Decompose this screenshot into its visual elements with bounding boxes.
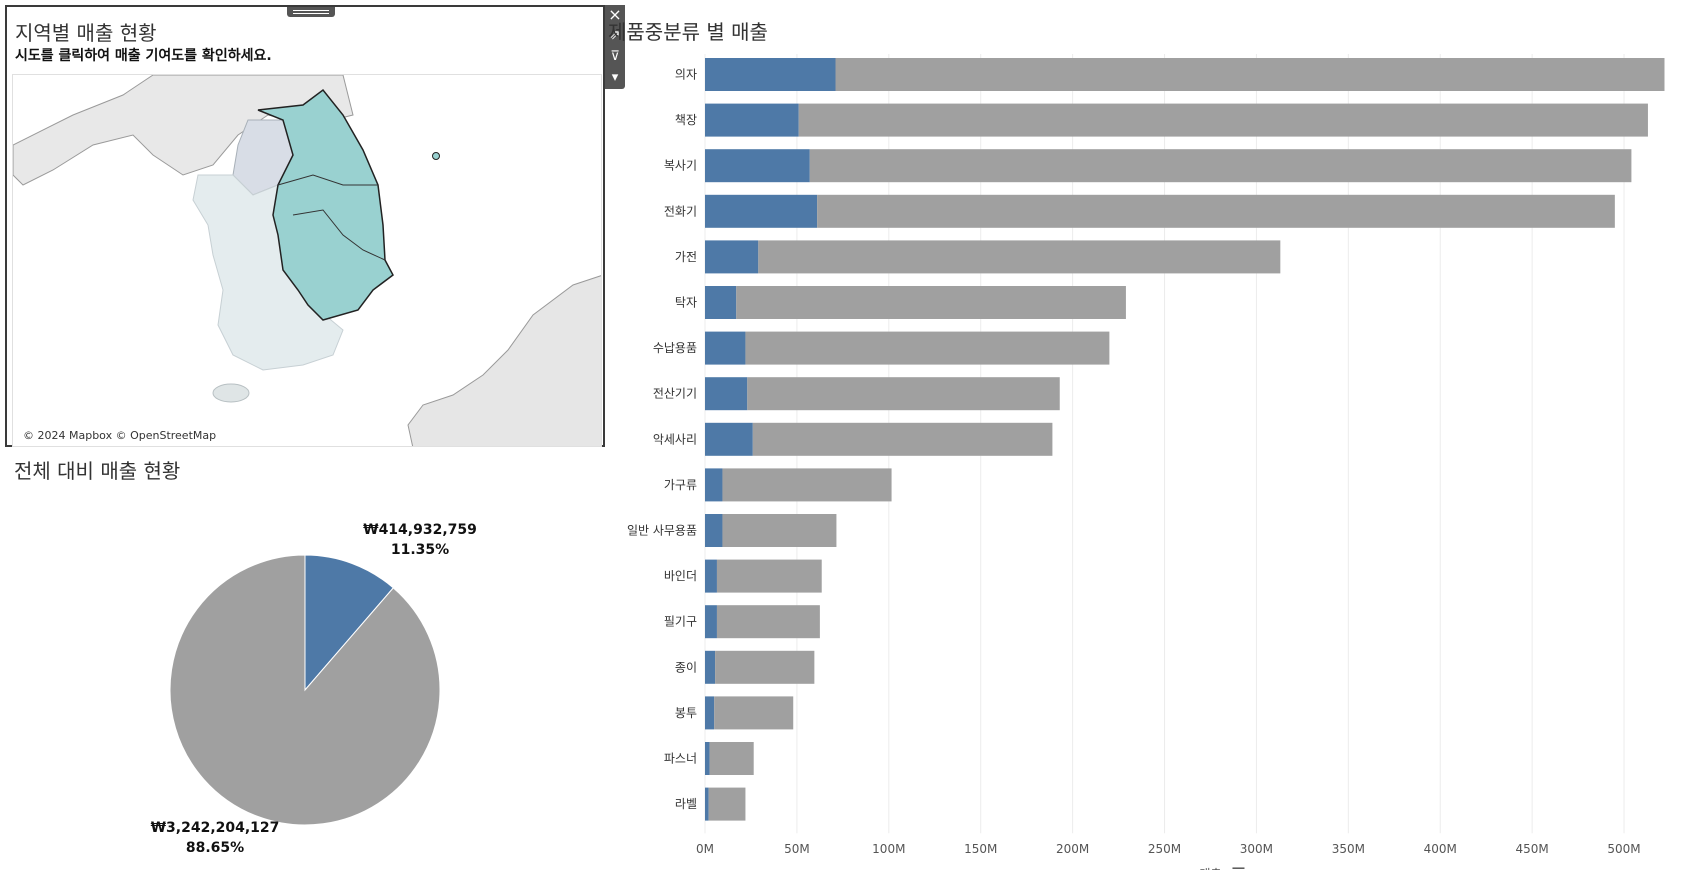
category-label: 복사기: [664, 159, 697, 173]
pie-label-rest: ₩3,242,204,127 88.65%: [145, 818, 285, 858]
category-label: 가전: [675, 250, 697, 264]
close-icon[interactable]: ×: [608, 5, 622, 24]
category-label: 전산기기: [653, 387, 697, 401]
map-panel[interactable]: 지역별 매출 현황 시도를 클릭하여 매출 기여도를 확인하세요. © 2024…: [5, 5, 605, 447]
bar-selected-의자[interactable]: [705, 58, 836, 91]
bar-rest-탁자[interactable]: [736, 286, 1126, 319]
x-tick-label: 400M: [1424, 842, 1457, 856]
x-tick-label: 350M: [1332, 842, 1365, 856]
bar-rest-라벨[interactable]: [708, 787, 746, 821]
bar-selected-필기구[interactable]: [705, 605, 717, 639]
bar-rest-악세사리[interactable]: [752, 422, 1053, 456]
pie-slice-rest[interactable]: [169, 554, 441, 826]
category-label: 바인더: [664, 569, 697, 583]
bar-rest-일반 사무용품[interactable]: [722, 514, 837, 547]
x-tick-label: 0M: [696, 842, 714, 856]
more-options-icon[interactable]: ▾: [611, 70, 619, 85]
bar-rest-가구류[interactable]: [722, 468, 892, 502]
pie-rest-value: ₩3,242,204,127: [150, 820, 280, 836]
bar-rest-복사기[interactable]: [809, 149, 1632, 183]
bar-selected-전산기기[interactable]: [705, 377, 748, 411]
category-label: 악세사리: [653, 432, 697, 446]
drag-handle[interactable]: [287, 7, 335, 17]
x-tick-label: 100M: [872, 842, 905, 856]
bar-title: 제품중분류 별 매출: [608, 20, 768, 44]
bar-rest-봉투[interactable]: [714, 696, 794, 730]
bar-selected-종이[interactable]: [705, 650, 716, 684]
bar-rest-전산기기[interactable]: [747, 377, 1060, 411]
bar-selected-책장[interactable]: [705, 103, 799, 137]
category-label: 가구류: [664, 478, 697, 492]
bar-rest-필기구[interactable]: [716, 605, 820, 639]
bar-rest-수납용품[interactable]: [745, 331, 1110, 365]
category-label: 라벨: [675, 797, 697, 811]
bar-selected-탁자[interactable]: [705, 286, 737, 319]
bar-selected-악세사리[interactable]: [705, 422, 753, 456]
bar-selected-파스너[interactable]: [705, 742, 710, 775]
bar-selected-라벨[interactable]: [705, 787, 709, 821]
category-label: 탁자: [675, 296, 697, 310]
sort-icon[interactable]: [1232, 867, 1245, 870]
map-graphic[interactable]: [13, 75, 602, 447]
region-map[interactable]: © 2024 Mapbox © OpenStreetMap: [12, 74, 602, 447]
jeju-island[interactable]: [212, 383, 250, 403]
map-subtitle: 시도를 클릭하여 매출 기여도를 확인하세요.: [15, 48, 272, 64]
region-border: [292, 209, 386, 261]
bar-selected-바인더[interactable]: [705, 559, 717, 593]
worksheet-toolbar: × ⇗ ⊽ ▾: [605, 5, 625, 89]
category-label: 필기구: [664, 615, 697, 629]
pie-slice-selected[interactable]: [304, 554, 394, 692]
bar-rest-의자[interactable]: [835, 58, 1665, 91]
category-label: 종이: [675, 660, 697, 674]
category-label: 의자: [675, 68, 697, 82]
ulleungdo-island[interactable]: [432, 152, 440, 160]
category-label: 수납용품: [653, 341, 697, 355]
x-axis-title: 매출: [1199, 867, 1221, 870]
bar-selected-전화기[interactable]: [705, 194, 818, 228]
category-label: 일반 사무용품: [627, 524, 697, 538]
x-tick-label: 150M: [964, 842, 997, 856]
filter-icon[interactable]: ⊽: [610, 49, 620, 64]
bar-selected-가전[interactable]: [705, 240, 759, 274]
x-tick-label: 300M: [1240, 842, 1273, 856]
x-tick-label: 500M: [1607, 842, 1640, 856]
bar-rest-바인더[interactable]: [716, 559, 822, 593]
x-tick-label: 200M: [1056, 842, 1089, 856]
x-tick-label: 450M: [1516, 842, 1549, 856]
pie-label-selected: ₩414,932,759 11.35%: [350, 520, 490, 560]
pie-selected-value: ₩414,932,759: [363, 522, 477, 538]
bar-selected-봉투[interactable]: [705, 696, 715, 730]
pie-rest-pct: 88.65%: [185, 840, 245, 856]
bar-selected-복사기[interactable]: [705, 149, 810, 183]
x-tick-label: 50M: [784, 842, 810, 856]
highlighted-east-regions[interactable]: [257, 88, 394, 321]
category-label: 책장: [675, 112, 697, 127]
east-land: [407, 275, 601, 446]
bar-selected-일반 사무용품[interactable]: [705, 514, 723, 547]
bar-rest-책장[interactable]: [798, 103, 1648, 137]
popout-icon[interactable]: ⇗: [609, 28, 621, 43]
category-label: 파스너: [664, 752, 697, 766]
bar-rest-종이[interactable]: [715, 650, 815, 684]
category-label: 봉투: [675, 706, 697, 720]
bar-selected-수납용품[interactable]: [705, 331, 746, 365]
x-tick-label: 250M: [1148, 842, 1181, 856]
bar-rest-전화기[interactable]: [817, 194, 1615, 228]
map-title: 지역별 매출 현황: [15, 21, 157, 45]
pie-selected-pct: 11.35%: [390, 542, 450, 558]
bar-rest-파스너[interactable]: [709, 742, 754, 775]
pie-chart[interactable]: [160, 545, 450, 835]
region-border: [277, 174, 378, 186]
bar-rest-가전[interactable]: [758, 240, 1281, 274]
bar-selected-가구류[interactable]: [705, 468, 723, 502]
map-attribution: © 2024 Mapbox © OpenStreetMap: [23, 429, 217, 442]
pie-title: 전체 대비 매출 현황: [14, 459, 181, 483]
category-label: 전화기: [664, 204, 697, 218]
